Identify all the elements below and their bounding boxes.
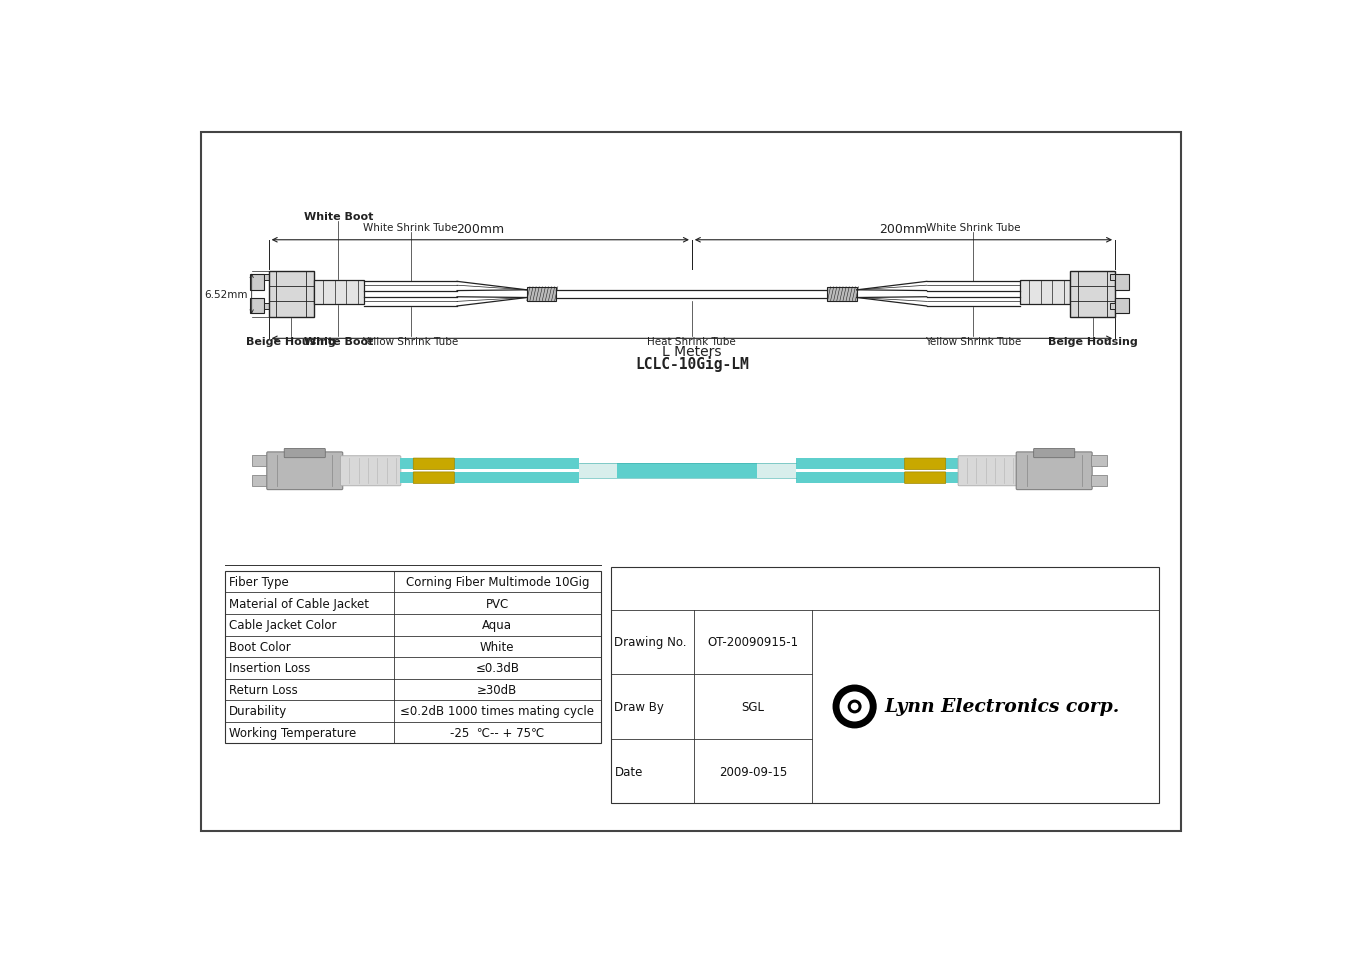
Bar — [400, 459, 579, 470]
Text: White Shrink Tube: White Shrink Tube — [363, 223, 458, 233]
Text: 200mm: 200mm — [456, 223, 505, 236]
FancyBboxPatch shape — [413, 458, 455, 470]
FancyBboxPatch shape — [1017, 453, 1092, 490]
FancyBboxPatch shape — [904, 458, 946, 470]
Bar — [1091, 456, 1107, 467]
Bar — [795, 459, 960, 470]
Text: -25  ℃-- + 75℃: -25 ℃-- + 75℃ — [450, 726, 544, 740]
Bar — [252, 456, 267, 467]
Bar — [1091, 476, 1107, 487]
Bar — [313, 280, 364, 305]
Text: OT-20090915-1: OT-20090915-1 — [707, 636, 799, 649]
Text: 2009-09-15: 2009-09-15 — [720, 765, 787, 778]
FancyBboxPatch shape — [904, 473, 946, 484]
Text: Return Loss: Return Loss — [230, 683, 298, 697]
Bar — [610, 567, 1160, 803]
Bar — [224, 571, 601, 743]
Text: SGL: SGL — [741, 700, 764, 713]
FancyBboxPatch shape — [340, 456, 401, 486]
Text: White: White — [481, 640, 514, 653]
Text: ≤0.2dB 1000 times mating cycle: ≤0.2dB 1000 times mating cycle — [401, 705, 594, 718]
FancyBboxPatch shape — [413, 473, 455, 484]
Bar — [1071, 272, 1115, 317]
Text: ≥30dB: ≥30dB — [478, 683, 517, 697]
FancyBboxPatch shape — [958, 456, 1018, 486]
Text: 6.52mm: 6.52mm — [204, 290, 248, 299]
Text: Heat Shrink Tube: Heat Shrink Tube — [648, 336, 736, 347]
Bar — [265, 274, 269, 280]
Bar — [795, 473, 960, 483]
Bar — [1110, 274, 1115, 280]
Text: Beige Housing: Beige Housing — [1048, 336, 1138, 347]
Text: ≤0.3dB: ≤0.3dB — [475, 661, 520, 675]
Text: Date: Date — [614, 765, 643, 778]
Text: White Shrink Tube: White Shrink Tube — [926, 223, 1021, 233]
Bar — [269, 272, 313, 317]
Text: Yellow Shrink Tube: Yellow Shrink Tube — [362, 336, 459, 347]
Bar — [1019, 280, 1071, 305]
Text: Lynn Electronics corp.: Lynn Electronics corp. — [884, 698, 1119, 716]
Text: Corning Fiber Multimode 10Gig: Corning Fiber Multimode 10Gig — [405, 576, 589, 589]
Bar — [265, 304, 269, 310]
Bar — [250, 275, 265, 291]
Text: Durability: Durability — [230, 705, 288, 718]
Text: White Boot: White Boot — [304, 212, 373, 221]
Text: Fiber Type: Fiber Type — [230, 576, 289, 589]
Bar — [828, 288, 857, 301]
FancyBboxPatch shape — [1034, 449, 1075, 458]
Text: Boot Color: Boot Color — [230, 640, 292, 653]
Text: 200mm: 200mm — [879, 223, 927, 236]
FancyBboxPatch shape — [267, 453, 343, 490]
Text: Working Temperature: Working Temperature — [230, 726, 356, 740]
FancyBboxPatch shape — [285, 449, 325, 458]
Bar — [250, 298, 265, 314]
Bar — [526, 288, 556, 301]
Bar — [252, 476, 267, 487]
Bar — [617, 463, 757, 479]
Bar — [579, 463, 617, 479]
Bar — [1115, 298, 1129, 314]
Text: Cable Jacket Color: Cable Jacket Color — [230, 618, 336, 632]
Text: Yellow Shrink Tube: Yellow Shrink Tube — [925, 336, 1022, 347]
Text: White Boot: White Boot — [304, 336, 373, 347]
Bar — [400, 473, 579, 483]
Bar — [1110, 304, 1115, 310]
Text: Insertion Loss: Insertion Loss — [230, 661, 310, 675]
Text: Aqua: Aqua — [482, 618, 513, 632]
Bar — [757, 463, 795, 479]
Text: PVC: PVC — [486, 598, 509, 610]
Circle shape — [848, 700, 861, 714]
Text: Drawing No.: Drawing No. — [614, 636, 687, 649]
Text: Draw By: Draw By — [614, 700, 664, 713]
Circle shape — [850, 703, 859, 711]
Text: L Meters: L Meters — [662, 345, 722, 359]
Text: Beige Housing: Beige Housing — [246, 336, 336, 347]
Text: LCLC-10Gig-LM: LCLC-10Gig-LM — [634, 355, 749, 372]
Text: Material of Cable Jacket: Material of Cable Jacket — [230, 598, 369, 610]
Bar — [1115, 275, 1129, 291]
